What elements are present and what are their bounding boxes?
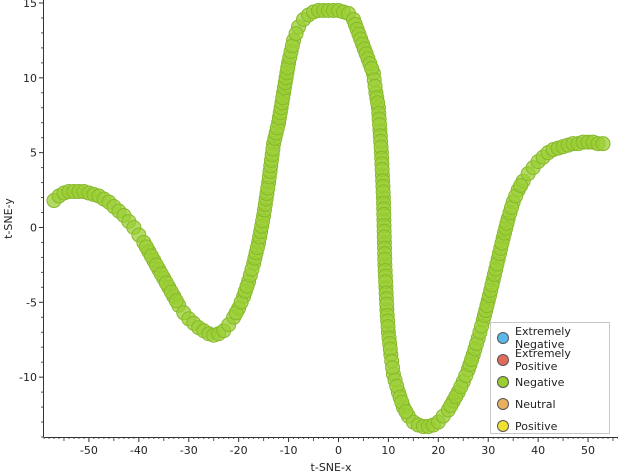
x-tick-label: 30: [481, 444, 495, 457]
interpolated-point: [398, 404, 414, 420]
legend-label: Negative: [515, 375, 565, 389]
legend-swatch-icon: [497, 354, 509, 366]
interpolated-point: [385, 360, 401, 376]
legend-swatch-icon: [497, 376, 509, 388]
legend-item-negative[interactable]: Negative: [497, 371, 605, 393]
legend-label: Extremely Negative: [515, 325, 571, 351]
x-tick-label: -50: [80, 444, 98, 457]
y-tick-label: -5: [26, 296, 37, 309]
x-tick-label: -20: [230, 444, 248, 457]
x-tick-label: -10: [280, 444, 298, 457]
x-tick-label: -30: [180, 444, 198, 457]
legend-item-extremely-negative[interactable]: Extremely Negative: [497, 325, 605, 351]
legend-swatch-icon: [497, 420, 509, 432]
legend-item-positive[interactable]: Positive: [497, 415, 605, 437]
legend-label: Extremely Positive: [515, 347, 571, 373]
x-tick-label: 40: [531, 444, 545, 457]
x-tick-label: 0: [335, 444, 342, 457]
y-axis-ticks: -10 -5 0 5 10 15: [19, 0, 44, 438]
legend-item-neutral[interactable]: Neutral: [497, 393, 605, 415]
y-tick-label: 10: [23, 72, 37, 85]
interpolated-point: [168, 293, 184, 309]
legend-label: Neutral: [515, 397, 556, 411]
legend: Extremely Negative Extremely Positive Ne…: [490, 322, 610, 434]
legend-swatch-icon: [497, 332, 509, 344]
y-tick-label: 15: [23, 0, 37, 10]
legend-swatch-icon: [497, 398, 509, 410]
x-axis-ticks: -50 -40 -30 -20 -10 0 10 20 30 40 50: [43, 437, 618, 457]
x-tick-label: 20: [431, 444, 445, 457]
y-tick-label: -10: [19, 371, 37, 384]
x-tick-label: 50: [581, 444, 595, 457]
y-tick-label: 0: [30, 221, 37, 234]
interpolated-point: [284, 38, 300, 54]
legend-item-extremely-positive[interactable]: Extremely Positive: [497, 347, 605, 373]
x-tick-label: 10: [381, 444, 395, 457]
y-tick-label: 5: [30, 147, 37, 160]
x-tick-label: -40: [130, 444, 148, 457]
x-axis-label: t-SNE-x: [311, 461, 352, 474]
interpolated-point: [513, 178, 529, 194]
scatter-points: [46, 2, 611, 435]
legend-label: Positive: [515, 419, 558, 433]
interpolated-point: [288, 26, 304, 42]
data-point: [595, 136, 611, 152]
y-axis-label: t-SNE-y: [2, 198, 15, 239]
